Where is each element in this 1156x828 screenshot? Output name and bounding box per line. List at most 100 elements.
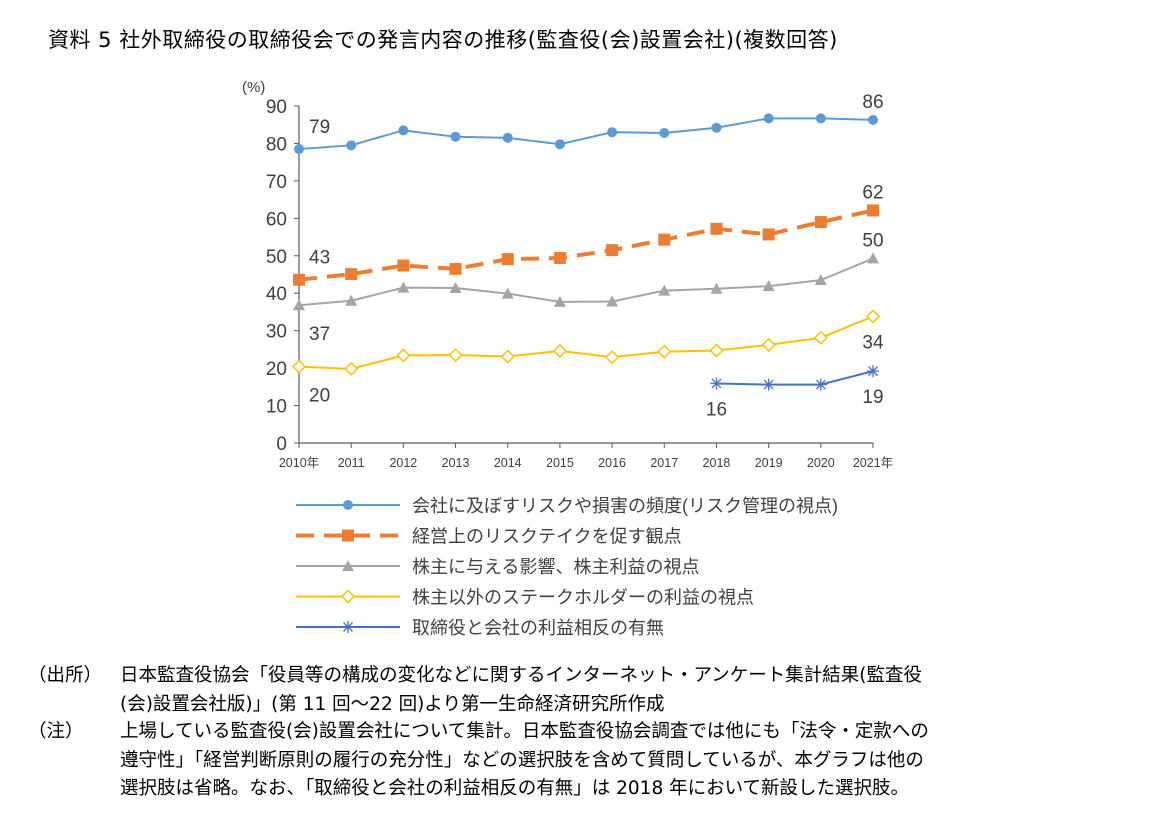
data-point: [865, 309, 881, 324]
data-label: 50: [862, 230, 883, 251]
y-tick-label: 30: [266, 322, 287, 343]
data-label: 37: [309, 324, 330, 345]
y-tick-label: 50: [266, 247, 287, 268]
source-line: (会)設置会社版)」(第 11 回～22 回)より第一生命経済研究所作成: [120, 694, 665, 715]
data-point: [397, 281, 410, 293]
data-label: 20: [309, 386, 330, 407]
legend-label: 経営上のリスクテイクを促す観点: [412, 527, 682, 547]
data-point: [606, 244, 619, 257]
legend-label: 株主以外のステークホルダーの利益の視点: [412, 588, 754, 608]
y-tick-label: 80: [266, 134, 287, 155]
data-point: [867, 365, 879, 378]
series-line: [716, 370, 874, 386]
x-tick-label: 2018: [703, 456, 731, 470]
legend-label: 株主に与える影響、株主利益の視点: [412, 557, 699, 577]
x-tick-label: 2010年: [279, 456, 319, 470]
note-label: （注）: [28, 721, 84, 742]
data-point: [762, 378, 775, 391]
data-point: [709, 343, 724, 358]
data-point: [448, 347, 463, 363]
y-tick-label: 0: [276, 434, 287, 455]
data-point: [867, 252, 879, 264]
note-line: 上場している監査役(会)設置会社について集計。日本監査役協会調査では他にも「法令…: [120, 721, 929, 742]
data-point: [607, 127, 618, 138]
data-point: [345, 268, 358, 281]
y-tick-label: 70: [266, 172, 287, 193]
legend-marker: [342, 529, 354, 542]
source-label: （出所）: [28, 665, 103, 686]
legend-label: 会社に及ぼすリスクや損害の頻度(リスク管理の視点): [412, 496, 838, 516]
data-point: [293, 299, 305, 311]
data-point: [501, 287, 514, 299]
chart-title: 資料 5 社外取締役の取締役会での発言内容の推移(監査役(会)設置会社)(複数回…: [48, 28, 838, 52]
data-point: [344, 361, 359, 376]
data-point: [294, 144, 304, 155]
data-label: 62: [862, 182, 883, 203]
data-point: [396, 348, 411, 363]
data-point: [605, 350, 620, 365]
legend-marker: [343, 500, 353, 510]
data-point: [762, 228, 775, 241]
y-tick-label: 20: [266, 359, 287, 380]
note-line: 選択肢は省略。なお、「取締役と会社の利益相反の有無」は 2018 年において新設…: [120, 778, 910, 799]
note-line: 遵守性」「経営判断原則の履行の充分性」などの選択肢を含めて質問しているが、本グラ…: [120, 750, 924, 771]
y-tick-label: 60: [266, 209, 287, 230]
note: （注） 上場している監査役(会)設置会社について集計。日本監査役協会調査では他にも…: [28, 718, 929, 746]
data-point: [398, 125, 409, 136]
x-tick-label: 2012: [389, 456, 417, 470]
data-point: [293, 273, 305, 286]
data-point: [553, 295, 566, 307]
data-point: [658, 284, 671, 296]
data-point: [502, 132, 513, 143]
data-point: [814, 274, 827, 286]
data-point: [711, 122, 722, 133]
y-tick-label: 10: [266, 397, 287, 418]
legend-marker: [340, 589, 356, 604]
data-point: [552, 343, 567, 358]
data-point: [449, 281, 462, 293]
data-point: [710, 377, 723, 390]
series-line: [298, 208, 874, 282]
data-point: [815, 113, 826, 124]
data-point: [763, 113, 774, 124]
series-line: [298, 315, 874, 370]
x-tick-label: 2021年: [853, 456, 893, 470]
data-point: [657, 344, 672, 359]
data-label: 34: [862, 332, 884, 353]
data-point: [449, 262, 462, 275]
source-line: 日本監査役協会「役員等の構成の変化などに関するインターネット・アンケート集計結果…: [120, 665, 922, 686]
legend-label: 取締役と会社の利益相反の有無: [412, 618, 664, 638]
x-tick-label: 2013: [442, 456, 470, 470]
x-tick-label: 2015: [546, 456, 574, 470]
legend-marker: [342, 621, 354, 633]
data-point: [345, 294, 358, 306]
data-point: [397, 259, 410, 272]
data-point: [710, 282, 723, 294]
series-line: [298, 257, 874, 307]
source-note: （出所） 日本監査役協会「役員等の構成の変化などに関するインターネット・アンケート…: [28, 662, 922, 690]
line-chart: (%) 0 10 20 30 40 50 60 70 80 90 2010年 2011 2012 2013 2…: [242, 79, 893, 638]
data-point: [501, 253, 514, 266]
y-axis-label: (%): [242, 79, 265, 96]
x-tick-label: 2016: [598, 456, 626, 470]
data-point: [291, 359, 307, 374]
data-label: 19: [862, 387, 883, 408]
data-point: [450, 131, 461, 142]
data-point: [606, 295, 619, 307]
data-point: [867, 204, 879, 217]
data-point: [553, 252, 566, 265]
data-point: [500, 349, 515, 364]
data-point: [710, 222, 723, 235]
data-point: [346, 140, 357, 151]
data-point: [813, 330, 828, 345]
data-label: 79: [309, 117, 330, 138]
data-label: 86: [862, 92, 883, 113]
data-point: [814, 216, 827, 229]
data-point: [761, 337, 776, 352]
series-line: [298, 117, 874, 151]
x-tick-label: 2019: [755, 456, 783, 470]
data-point: [814, 378, 827, 391]
legend-marker: [342, 560, 354, 571]
y-tick-label: 90: [266, 97, 287, 118]
